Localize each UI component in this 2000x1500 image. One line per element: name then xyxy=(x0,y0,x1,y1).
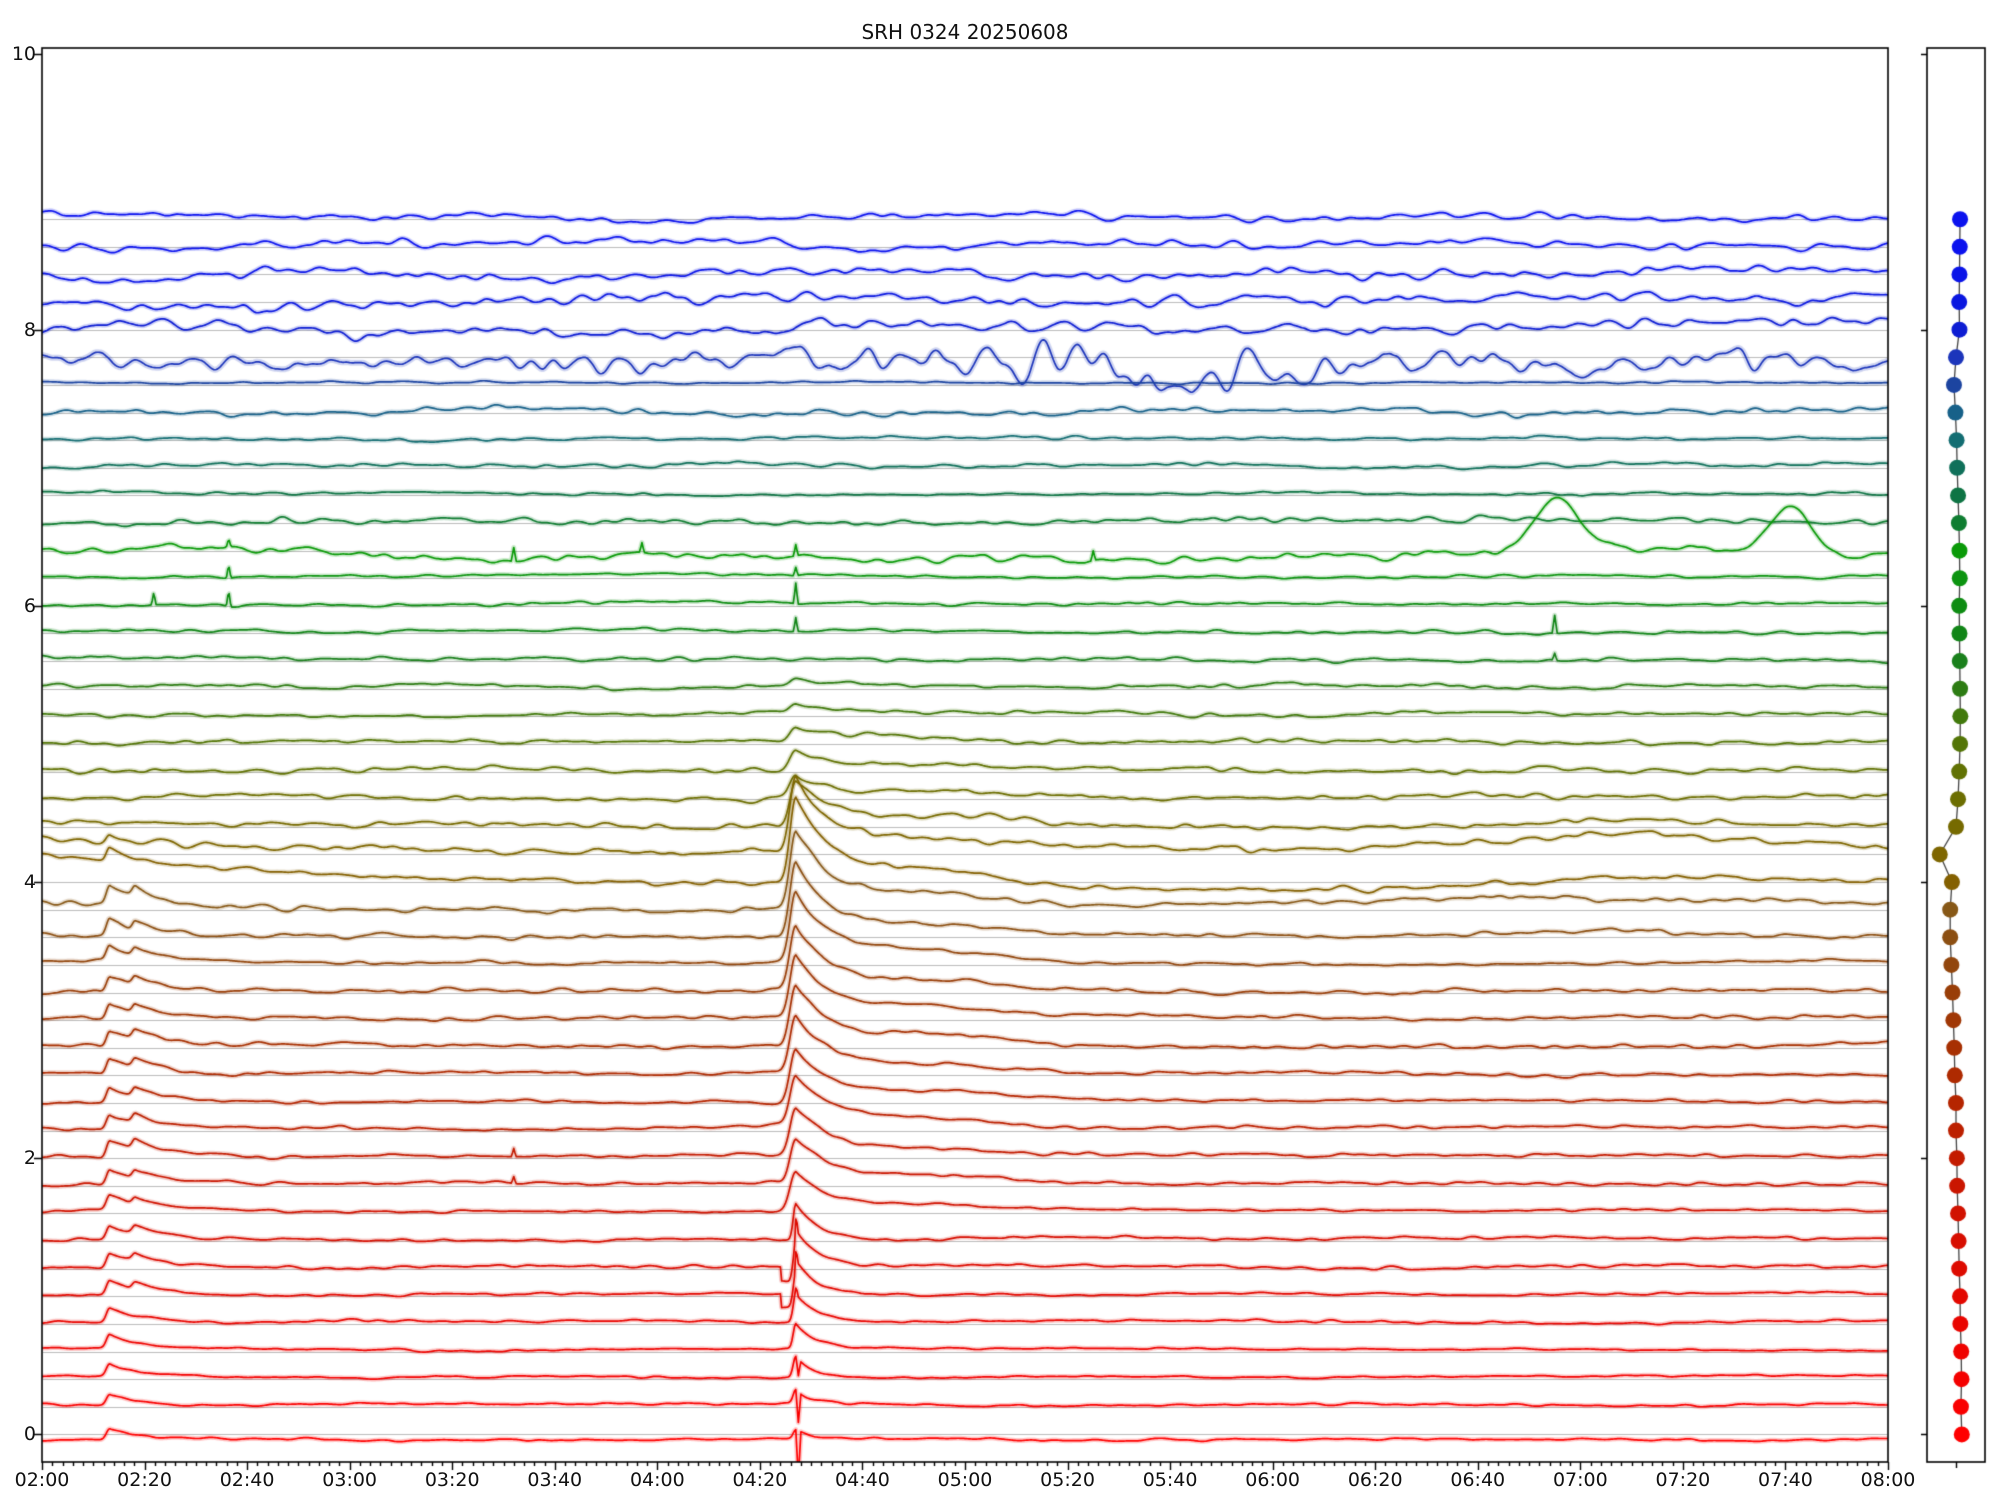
x-tick-label: 07:00 xyxy=(1552,1469,1608,1491)
y-tick-label: 0 xyxy=(23,1423,36,1446)
y-tick-label: 2 xyxy=(23,1147,36,1170)
x-tick-label: 03:20 xyxy=(424,1469,480,1491)
x-tick-label: 03:00 xyxy=(322,1469,378,1491)
x-tick-label: 02:00 xyxy=(14,1469,70,1491)
x-tick-label: 07:40 xyxy=(1758,1469,1813,1491)
x-tick-label: 04:20 xyxy=(732,1469,788,1491)
x-tick-label: 06:40 xyxy=(1450,1469,1506,1491)
x-tick-label: 08:00 xyxy=(1860,1469,1916,1491)
x-tick-label: 02:40 xyxy=(219,1469,275,1491)
x-tick-label: 06:00 xyxy=(1245,1469,1301,1491)
x-tick-label: 05:00 xyxy=(937,1469,993,1491)
y-tick-label: 8 xyxy=(23,318,36,341)
y-tick-label: 10 xyxy=(11,42,36,65)
x-tick-label: 05:20 xyxy=(1040,1469,1095,1491)
chart-title: SRH 0324 20250608 xyxy=(861,20,1069,44)
y-tick-label: 4 xyxy=(23,871,36,894)
y-tick-label: 6 xyxy=(23,594,36,617)
x-tick-label: 02:20 xyxy=(117,1469,172,1491)
x-tick-label: 05:40 xyxy=(1142,1469,1198,1491)
x-tick-label: 06:20 xyxy=(1347,1469,1403,1491)
x-tick-label: 03:40 xyxy=(527,1469,583,1491)
x-tick-label: 07:20 xyxy=(1655,1469,1711,1491)
x-tick-label: 04:00 xyxy=(629,1469,685,1491)
x-tick-label: 04:40 xyxy=(835,1469,890,1491)
